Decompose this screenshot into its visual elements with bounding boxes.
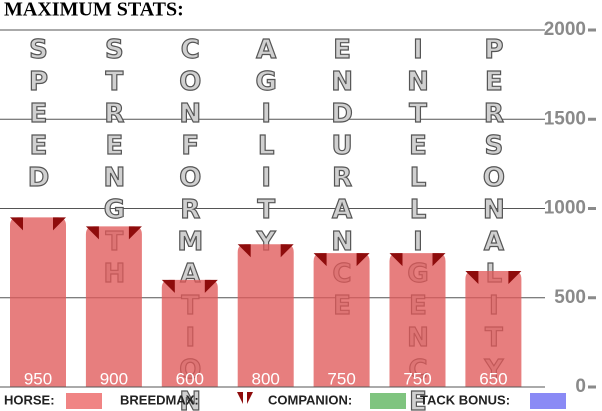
legend-swatch [66,393,102,409]
breedmax-marker [237,244,251,258]
bar [313,253,370,387]
tick-dash [588,28,596,32]
breedmax-marker [389,253,403,267]
bar-group: 800 [237,244,294,388]
value-label: 800 [252,369,280,388]
value-label: 750 [403,369,431,388]
y-tick-label: 2000 [544,19,586,40]
bar-group: 950 [10,217,66,388]
bar-group: 600 [161,279,218,388]
legend-swatch [247,392,253,404]
stat-name: AGILITY [251,35,281,259]
legend-label: HORSE: [4,392,55,407]
y-tick-label: 1500 [544,108,586,129]
y-tick-label: 0 [575,376,586,397]
breedmax-marker [432,253,446,267]
legend-swatch [237,392,243,404]
stat-name: SPEED [24,35,54,195]
breedmax-marker [128,226,142,240]
bar-group: 650 [465,270,522,388]
legend-swatch [530,393,566,409]
tick-dash [588,117,596,121]
value-label: 600 [176,369,204,388]
chart-title: MAXIMUM STATS: [4,0,184,21]
bar [237,244,294,387]
bar-group: 900 [85,226,142,388]
value-label: 650 [479,369,507,388]
breedmax-marker [465,270,479,284]
legend-swatch [370,393,406,409]
tick-dash [588,296,596,300]
breedmax-marker [161,279,175,293]
bar [389,253,446,387]
value-label: 950 [24,369,52,388]
value-label: 900 [100,369,128,388]
breedmax-marker [204,279,218,293]
value-label: 750 [327,369,355,388]
breedmax-marker [313,253,327,267]
bar-group: 750 [389,253,446,388]
breedmax-marker [10,217,23,231]
bar-group: 750 [313,253,370,388]
tick-dash [588,207,596,210]
legend-label: COMPANION: [268,392,352,407]
legend-label: BREEDMAX: [120,392,199,407]
breedmax-marker [280,244,294,258]
bar [161,279,218,387]
breedmax-marker [53,217,66,231]
tick-dash [588,385,596,389]
bar [85,226,142,387]
legend-label: TACK BONUS: [420,392,510,407]
breedmax-marker [508,270,522,284]
y-tick-label: 1000 [544,198,586,219]
bar [10,217,66,387]
bar [465,270,522,387]
breedmax-marker [356,253,370,267]
y-tick-label: 500 [554,287,586,308]
breedmax-marker [85,226,99,240]
